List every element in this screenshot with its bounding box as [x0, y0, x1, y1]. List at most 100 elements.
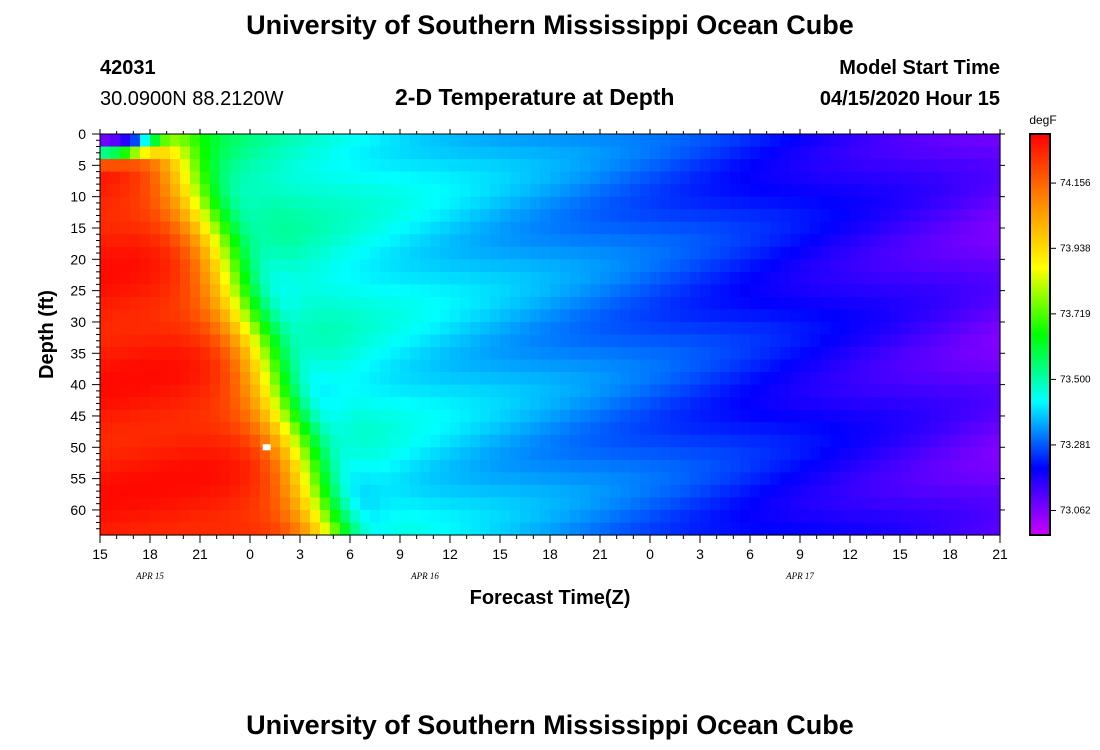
heatmap-cell: [740, 234, 751, 248]
heatmap-cell: [930, 309, 941, 323]
heatmap-cell: [160, 321, 171, 336]
heatmap-cell: [340, 184, 351, 198]
heatmap-cell: [760, 134, 771, 148]
heatmap-cell: [880, 284, 891, 298]
plot-title: 2-D Temperature at Depth: [395, 84, 675, 110]
heatmap-cell: [310, 347, 321, 361]
heatmap-cell: [360, 422, 371, 436]
heatmap-cell: [150, 434, 161, 448]
heatmap-cell: [750, 484, 761, 499]
heatmap-cell: [420, 434, 431, 448]
footer-title: University of Southern Mississippi Ocean…: [246, 710, 854, 740]
heatmap-cell: [720, 447, 731, 461]
heatmap-cell: [270, 284, 281, 298]
heatmap-cell: [830, 484, 841, 499]
heatmap-cell: [330, 309, 341, 323]
heatmap-cell: [520, 196, 531, 210]
heatmap-cell: [840, 209, 851, 223]
heatmap-cell: [990, 372, 1001, 386]
heatmap-cell: [200, 309, 211, 323]
heatmap-cell: [920, 409, 931, 423]
heatmap-cell: [980, 209, 991, 223]
heatmap-cell: [740, 321, 751, 336]
heatmap-cell: [130, 234, 141, 248]
heatmap-cell: [130, 459, 141, 473]
heatmap-cell: [720, 459, 731, 473]
heatmap-cell: [240, 472, 251, 486]
heatmap-cell: [130, 159, 141, 173]
heatmap-cell: [900, 372, 911, 386]
heatmap-cell: [690, 309, 701, 323]
heatmap-cell: [780, 146, 791, 160]
heatmap-cell: [850, 321, 861, 336]
heatmap-cell: [190, 296, 201, 311]
heatmap-cell: [390, 146, 401, 160]
heatmap-cell: [140, 434, 151, 448]
heatmap-cell: [280, 246, 291, 260]
heatmap-cell: [240, 196, 251, 210]
heatmap-cell: [440, 347, 451, 361]
heatmap-cell: [270, 184, 281, 198]
heatmap-cell: [600, 159, 611, 173]
heatmap-cell: [940, 184, 951, 198]
heatmap-cell: [570, 234, 581, 248]
heatmap-cell: [540, 296, 551, 311]
heatmap-cell: [850, 422, 861, 436]
heatmap-cell: [380, 472, 391, 486]
heatmap-cell: [230, 234, 241, 248]
heatmap-cell: [210, 484, 221, 499]
heatmap-cell: [990, 472, 1001, 486]
heatmap-cell: [630, 196, 641, 210]
heatmap-cell: [610, 271, 621, 285]
heatmap-cell: [220, 221, 231, 235]
x-tick-label: 12: [442, 546, 458, 562]
heatmap-cell: [830, 422, 841, 436]
heatmap-cell: [590, 509, 601, 524]
heatmap-cell: [510, 522, 521, 536]
heatmap-cell: [380, 372, 391, 386]
heatmap-cell: [120, 509, 131, 524]
heatmap-cell: [840, 384, 851, 398]
heatmap-cell: [300, 522, 311, 536]
heatmap-cell: [710, 171, 721, 185]
heatmap-cell: [240, 447, 251, 461]
heatmap-cell: [490, 209, 501, 223]
heatmap-cell: [420, 259, 431, 273]
heatmap-cell: [170, 309, 181, 323]
heatmap-cell: [740, 347, 751, 361]
heatmap-cell: [670, 134, 681, 148]
heatmap-cell: [590, 284, 601, 298]
heatmap-cell: [460, 447, 471, 461]
heatmap-cell: [940, 221, 951, 235]
heatmap-cell: [650, 347, 661, 361]
heatmap-cell: [450, 434, 461, 448]
heatmap-cell: [180, 397, 191, 411]
heatmap-cell: [390, 409, 401, 423]
heatmap-cell: [240, 484, 251, 499]
heatmap-cell: [820, 221, 831, 235]
heatmap-cell: [450, 159, 461, 173]
heatmap-cell: [920, 497, 931, 511]
heatmap-cell: [180, 484, 191, 499]
heatmap-cell: [600, 384, 611, 398]
heatmap-cell: [660, 271, 671, 285]
heatmap-cell: [960, 484, 971, 499]
heatmap-cell: [940, 309, 951, 323]
heatmap-cell: [580, 409, 591, 423]
heatmap-cell: [650, 384, 661, 398]
heatmap-cell: [800, 221, 811, 235]
heatmap-cell: [390, 196, 401, 210]
heatmap-cell: [440, 146, 451, 160]
heatmap-cell: [510, 372, 521, 386]
heatmap-cell: [950, 246, 961, 260]
heatmap-cell: [890, 296, 901, 311]
heatmap-cell: [850, 434, 861, 448]
heatmap-cell: [760, 522, 771, 536]
heatmap-cell: [840, 334, 851, 348]
heatmap-cell: [450, 372, 461, 386]
heatmap-cell: [150, 484, 161, 499]
heatmap-cell: [580, 271, 591, 285]
heatmap-cell: [600, 259, 611, 273]
heatmap-cell: [900, 284, 911, 298]
heatmap-cell: [870, 372, 881, 386]
